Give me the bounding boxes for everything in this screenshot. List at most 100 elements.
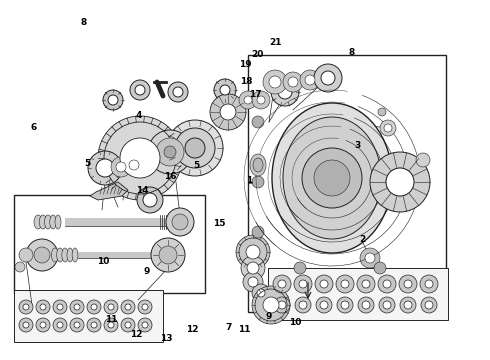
Circle shape — [360, 248, 380, 268]
Circle shape — [278, 85, 292, 99]
Text: 10: 10 — [97, 256, 109, 266]
Circle shape — [108, 322, 114, 328]
Circle shape — [404, 301, 412, 309]
Circle shape — [129, 160, 139, 170]
Ellipse shape — [55, 215, 61, 229]
Circle shape — [120, 138, 160, 178]
Circle shape — [125, 304, 131, 310]
Text: 9: 9 — [265, 311, 272, 320]
Circle shape — [116, 162, 126, 172]
Text: 7: 7 — [225, 323, 232, 332]
Circle shape — [173, 87, 183, 97]
Circle shape — [19, 300, 33, 314]
Circle shape — [220, 104, 236, 120]
Ellipse shape — [272, 103, 392, 253]
Circle shape — [185, 138, 205, 158]
Circle shape — [143, 193, 157, 207]
Circle shape — [175, 128, 215, 168]
Text: 12: 12 — [130, 330, 143, 339]
Circle shape — [98, 116, 182, 200]
Circle shape — [57, 322, 63, 328]
Ellipse shape — [253, 158, 263, 172]
Circle shape — [108, 95, 118, 105]
Circle shape — [379, 297, 395, 313]
Text: 3: 3 — [355, 141, 361, 150]
Text: 6: 6 — [30, 123, 36, 132]
Circle shape — [421, 297, 437, 313]
Circle shape — [57, 304, 63, 310]
Circle shape — [40, 304, 46, 310]
Circle shape — [236, 235, 270, 269]
Circle shape — [314, 64, 342, 92]
Text: 4: 4 — [135, 111, 142, 120]
Circle shape — [383, 280, 391, 288]
Text: 1: 1 — [246, 176, 252, 185]
Text: 5: 5 — [84, 159, 90, 168]
Text: 21: 21 — [269, 38, 282, 47]
Circle shape — [248, 277, 258, 287]
Circle shape — [151, 238, 185, 272]
Circle shape — [103, 90, 123, 110]
Circle shape — [337, 297, 353, 313]
Circle shape — [239, 91, 257, 109]
Circle shape — [252, 176, 264, 188]
Circle shape — [252, 286, 290, 324]
Bar — [14, 195, 205, 293]
Circle shape — [104, 318, 118, 332]
Bar — [65, 218, 175, 226]
Circle shape — [23, 322, 29, 328]
Circle shape — [399, 275, 417, 293]
Circle shape — [278, 280, 286, 288]
Text: 18: 18 — [240, 77, 253, 86]
Circle shape — [283, 72, 303, 92]
Circle shape — [53, 300, 67, 314]
Circle shape — [36, 300, 50, 314]
Ellipse shape — [39, 215, 47, 229]
Circle shape — [88, 151, 122, 185]
Circle shape — [108, 304, 114, 310]
Circle shape — [274, 297, 290, 313]
Circle shape — [378, 108, 386, 116]
Circle shape — [294, 275, 312, 293]
Circle shape — [362, 301, 370, 309]
Ellipse shape — [62, 248, 68, 262]
Circle shape — [214, 79, 236, 101]
Circle shape — [288, 77, 298, 87]
Circle shape — [15, 262, 25, 272]
Circle shape — [370, 152, 430, 212]
Circle shape — [142, 304, 148, 310]
Ellipse shape — [67, 248, 73, 262]
Circle shape — [210, 94, 246, 130]
Circle shape — [148, 130, 192, 174]
Circle shape — [263, 70, 287, 94]
Circle shape — [172, 214, 188, 230]
Circle shape — [357, 275, 375, 293]
Circle shape — [278, 301, 286, 309]
Circle shape — [34, 247, 50, 263]
Circle shape — [138, 300, 152, 314]
Bar — [248, 55, 446, 312]
Polygon shape — [90, 182, 128, 200]
Text: 15: 15 — [213, 219, 225, 228]
Circle shape — [380, 120, 396, 136]
Circle shape — [341, 301, 349, 309]
Ellipse shape — [34, 215, 42, 229]
Text: 9: 9 — [144, 267, 150, 276]
Bar — [78, 252, 158, 258]
Circle shape — [305, 75, 315, 85]
Circle shape — [416, 153, 430, 167]
Circle shape — [23, 304, 29, 310]
Circle shape — [70, 300, 84, 314]
Circle shape — [320, 301, 328, 309]
Circle shape — [400, 297, 416, 313]
Circle shape — [362, 280, 370, 288]
Circle shape — [26, 239, 58, 271]
Circle shape — [142, 322, 148, 328]
Circle shape — [300, 70, 320, 90]
Circle shape — [53, 318, 67, 332]
Circle shape — [263, 297, 279, 313]
Ellipse shape — [250, 154, 266, 176]
Circle shape — [358, 297, 374, 313]
Circle shape — [74, 304, 80, 310]
Circle shape — [378, 275, 396, 293]
